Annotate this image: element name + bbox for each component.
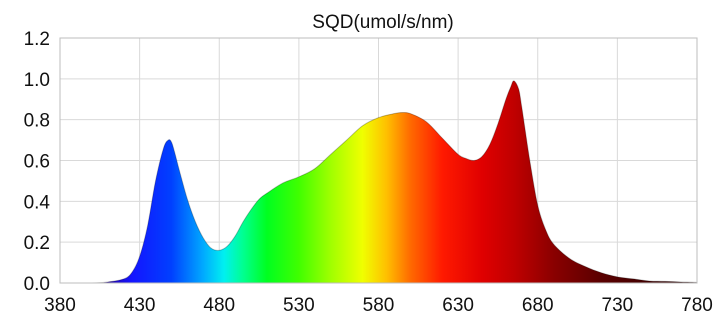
x-tick-label: 680 (522, 295, 554, 316)
spectrum-area (60, 80, 697, 283)
spectrum-line (59, 80, 698, 284)
x-tick-label: 580 (363, 295, 395, 316)
y-tick-label: 0.6 (24, 152, 50, 173)
x-tick-label: 780 (681, 295, 713, 316)
y-tick-label: 0.4 (24, 192, 51, 213)
y-tick-label: 0.0 (24, 274, 50, 295)
y-tick-label: 1.0 (24, 70, 50, 91)
x-tick-label: 530 (283, 295, 315, 316)
plot-border (59, 37, 698, 284)
x-tick-label: 380 (44, 295, 76, 316)
y-tick-label: 1.2 (24, 29, 50, 50)
x-tick-label: 480 (203, 295, 235, 316)
x-tick-label: 730 (602, 295, 634, 316)
x-tick-label: 630 (442, 295, 474, 316)
tick-labels: 380 430 480 530 580 630 680 730 780 0.0 0.2 0.4 0.6 0… (24, 29, 713, 316)
x-tick-label: 430 (124, 295, 156, 316)
chart-title: SQD(umol/s/nm) (312, 12, 453, 33)
y-tick-label: 0.2 (24, 233, 50, 254)
y-tick-label: 0.8 (24, 111, 50, 132)
